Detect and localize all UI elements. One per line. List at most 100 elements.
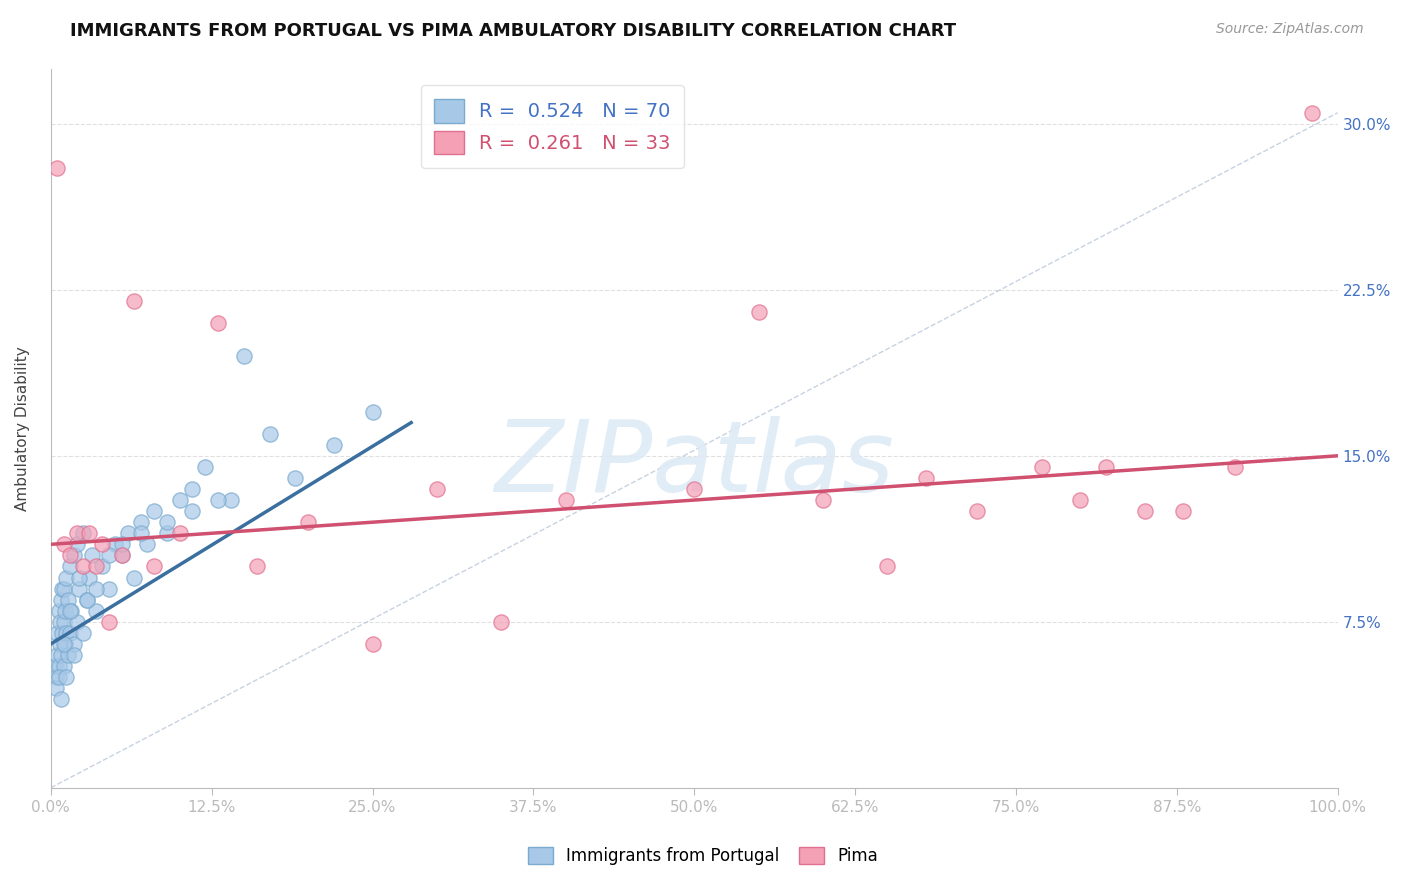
Point — [246, 559, 269, 574]
Point — [110, 549, 132, 563]
Point — [91, 537, 114, 551]
Point — [63, 637, 86, 651]
Point — [49, 648, 72, 662]
Point — [48, 604, 70, 618]
Point — [65, 526, 87, 541]
Point — [48, 670, 70, 684]
Point — [65, 615, 87, 629]
Point — [55, 570, 77, 584]
Point — [361, 404, 384, 418]
Point — [65, 537, 87, 551]
Point — [67, 570, 90, 584]
Point — [49, 592, 72, 607]
Point — [44, 659, 66, 673]
Point — [46, 161, 69, 175]
Point — [124, 293, 146, 308]
Point — [207, 493, 229, 508]
Point — [46, 625, 69, 640]
Point — [72, 559, 94, 574]
Point — [1069, 493, 1091, 508]
Point — [1095, 459, 1118, 474]
Point — [1301, 105, 1323, 120]
Point — [84, 559, 107, 574]
Point — [67, 582, 90, 596]
Point — [55, 625, 77, 640]
Point — [142, 559, 165, 574]
Point — [489, 615, 512, 629]
Point — [63, 549, 86, 563]
Point — [156, 515, 179, 529]
Point — [117, 526, 139, 541]
Point — [1133, 504, 1156, 518]
Point — [52, 637, 75, 651]
Point — [59, 625, 82, 640]
Point — [683, 482, 706, 496]
Point — [91, 559, 114, 574]
Point — [554, 493, 576, 508]
Point — [219, 493, 242, 508]
Point — [169, 493, 191, 508]
Point — [876, 559, 898, 574]
Point — [80, 549, 103, 563]
Point — [136, 537, 159, 551]
Point — [56, 648, 79, 662]
Point — [49, 637, 72, 651]
Point — [297, 515, 319, 529]
Point — [129, 526, 152, 541]
Point — [59, 559, 82, 574]
Point — [97, 582, 120, 596]
Point — [63, 648, 86, 662]
Point — [1173, 504, 1195, 518]
Point — [915, 471, 938, 485]
Point — [76, 592, 98, 607]
Point — [60, 604, 83, 618]
Point — [51, 582, 73, 596]
Point — [79, 526, 101, 541]
Point — [748, 305, 770, 319]
Point — [169, 526, 191, 541]
Point — [323, 438, 346, 452]
Point — [104, 537, 127, 551]
Point — [284, 471, 307, 485]
Point — [72, 526, 94, 541]
Point — [194, 459, 217, 474]
Point — [53, 604, 76, 618]
Point — [51, 625, 73, 640]
Point — [426, 482, 449, 496]
Point — [49, 615, 72, 629]
Legend: R =  0.524   N = 70, R =  0.261   N = 33: R = 0.524 N = 70, R = 0.261 N = 33 — [420, 86, 685, 168]
Point — [142, 504, 165, 518]
Point — [156, 526, 179, 541]
Point — [52, 659, 75, 673]
Point — [97, 549, 120, 563]
Point — [259, 426, 281, 441]
Point — [52, 582, 75, 596]
Point — [55, 670, 77, 684]
Point — [181, 504, 204, 518]
Point — [110, 537, 132, 551]
Point — [181, 482, 204, 496]
Point — [52, 615, 75, 629]
Point — [110, 549, 132, 563]
Point — [59, 549, 82, 563]
Point — [1223, 459, 1246, 474]
Point — [207, 316, 229, 330]
Point — [97, 615, 120, 629]
Text: Source: ZipAtlas.com: Source: ZipAtlas.com — [1216, 22, 1364, 37]
Text: ZIPatlas: ZIPatlas — [495, 416, 894, 513]
Point — [48, 659, 70, 673]
Point — [811, 493, 834, 508]
Point — [1031, 459, 1053, 474]
Legend: Immigrants from Portugal, Pima: Immigrants from Portugal, Pima — [517, 837, 889, 875]
Point — [53, 637, 76, 651]
Point — [966, 504, 988, 518]
Text: IMMIGRANTS FROM PORTUGAL VS PIMA AMBULATORY DISABILITY CORRELATION CHART: IMMIGRANTS FROM PORTUGAL VS PIMA AMBULAT… — [70, 22, 956, 40]
Point — [84, 582, 107, 596]
Point — [46, 648, 69, 662]
Point — [45, 670, 67, 684]
Point — [59, 604, 82, 618]
Point — [52, 537, 75, 551]
Y-axis label: Ambulatory Disability: Ambulatory Disability — [15, 346, 30, 510]
Point — [129, 515, 152, 529]
Point — [72, 625, 94, 640]
